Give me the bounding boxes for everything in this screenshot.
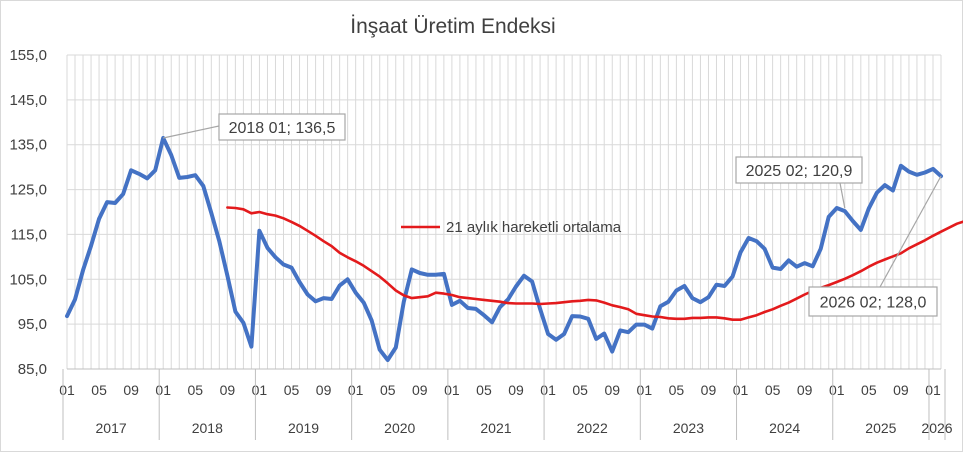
x-tick-label: 01 — [540, 382, 556, 398]
year-label: 2020 — [384, 420, 415, 436]
x-tick-label: 05 — [284, 382, 300, 398]
y-tick-label: 115,0 — [11, 226, 47, 243]
year-label: 2022 — [577, 420, 608, 436]
data-callouts: 2018 01; 136,5 2025 02; 120,9 2026 02; 128… — [163, 113, 942, 317]
x-tick-label: 09 — [316, 382, 332, 398]
legend: 21 aylık hareketli ortalama — [401, 219, 622, 236]
callout-leader-line — [163, 125, 220, 139]
year-label: 2017 — [96, 420, 127, 436]
x-tick-label: 09 — [412, 382, 428, 398]
x-tick-label: 01 — [252, 382, 268, 398]
year-label: 2023 — [673, 420, 704, 436]
y-tick-label: 85,0 — [18, 361, 47, 378]
x-tick-label: 05 — [91, 382, 107, 398]
x-tick-label: 05 — [669, 382, 685, 398]
x-tick-label: 05 — [861, 382, 877, 398]
axes: 85,0 95,0 105,0 115,0 125,0 135,0 145,0 155,0 01… — [9, 47, 953, 440]
series-lines — [65, 136, 963, 362]
x-tick-label: 01 — [637, 382, 653, 398]
x-tick-label: 01 — [925, 382, 941, 398]
y-tick-label: 95,0 — [18, 316, 47, 333]
x-tick-label: 09 — [893, 382, 909, 398]
callout-box — [808, 286, 938, 317]
x-tick-label: 05 — [380, 382, 396, 398]
callout-leader-line — [879, 175, 942, 288]
callout-label: 2026 02; 128,0 — [820, 295, 927, 312]
y-tick-label: 145,0 — [9, 92, 47, 109]
x-tick-label: 01 — [59, 382, 75, 398]
callout-label: 2025 02; 120,9 — [746, 163, 853, 180]
x-tick-label: 01 — [155, 382, 171, 398]
callout-label: 2018 01; 136,5 — [229, 120, 336, 137]
callout-box — [735, 156, 863, 184]
x-tick-label: 09 — [220, 382, 236, 398]
year-label: 2019 — [288, 420, 319, 436]
x-tick-label: 05 — [476, 382, 492, 398]
x-tick-label: 09 — [604, 382, 620, 398]
year-label: 2025 — [865, 420, 896, 436]
y-tick-label: 155,0 — [9, 47, 47, 64]
x-tick-label: 05 — [572, 382, 588, 398]
callout-leader-line — [839, 182, 846, 209]
x-tick-label: 09 — [123, 382, 139, 398]
x-tick-label: 05 — [188, 382, 204, 398]
chart-title: İnşaat Üretim Endeksi — [350, 15, 555, 38]
x-tick-label: 01 — [829, 382, 845, 398]
y-tick-label: 105,0 — [9, 271, 47, 288]
legend-label: 21 aylık hareketli ortalama — [446, 219, 622, 236]
year-label: 2026 — [921, 420, 952, 436]
x-tick-label: 09 — [797, 382, 813, 398]
y-tick-label: 135,0 — [9, 137, 47, 154]
year-label: 2024 — [769, 420, 800, 436]
x-tick-label: 05 — [765, 382, 781, 398]
x-tick-label: 09 — [508, 382, 524, 398]
y-tick-label: 125,0 — [9, 182, 47, 199]
year-label: 2018 — [192, 420, 223, 436]
x-tick-label: 01 — [733, 382, 749, 398]
series-line-ma21 — [226, 206, 963, 322]
callout-box — [218, 113, 346, 141]
year-label: 2021 — [480, 420, 511, 436]
x-tick-label: 09 — [701, 382, 717, 398]
x-tick-label: 01 — [348, 382, 364, 398]
x-tick-label: 01 — [444, 382, 460, 398]
